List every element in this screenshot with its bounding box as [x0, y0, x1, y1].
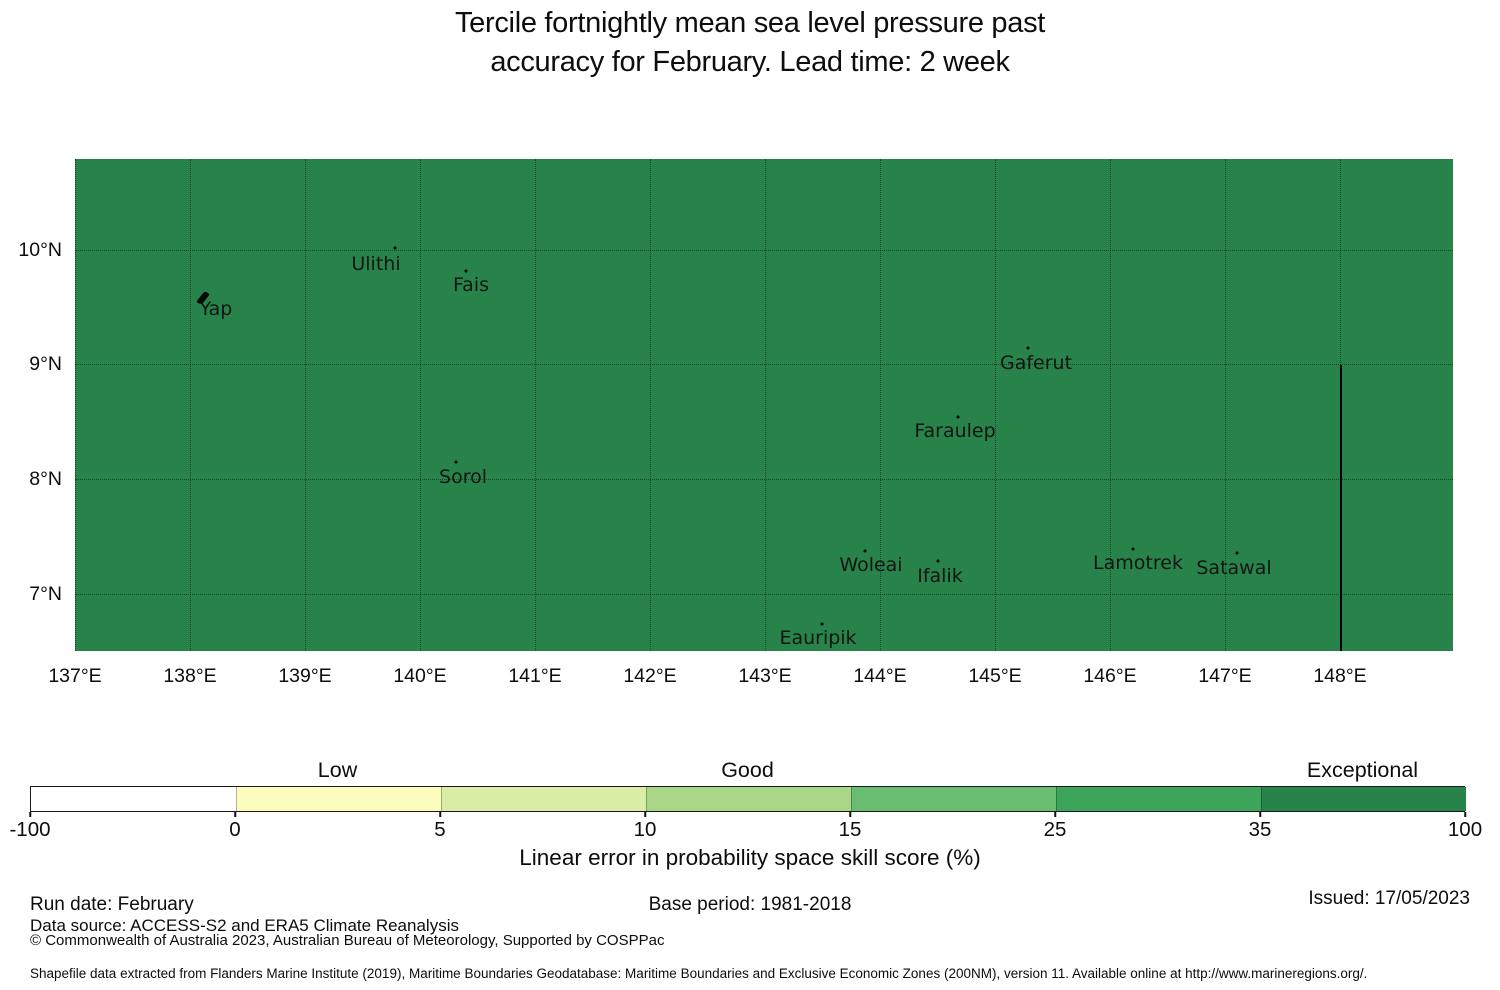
x-axis-tick-label: 141°E — [508, 665, 562, 687]
grid-line-vertical — [1110, 159, 1111, 651]
colorbar-tick-label: 5 — [434, 818, 446, 841]
island-dot-marker — [1131, 547, 1135, 551]
y-axis-tick-label: 9°N — [29, 353, 62, 375]
colorbar-tick — [644, 812, 646, 817]
x-axis-tick-label: 139°E — [278, 665, 332, 687]
colorbar-segment — [31, 787, 236, 811]
grid-line-vertical — [535, 159, 536, 651]
y-axis-tick-label: 7°N — [29, 583, 62, 605]
island-dot-marker — [863, 549, 867, 553]
grid-line-vertical — [420, 159, 421, 651]
map-area: Yap Ulithi Fais Sorol Gaferut Faraulep Woleai I… — [75, 159, 1453, 651]
colorbar-tick-label: 0 — [229, 818, 241, 841]
y-axis-tick-label: 8°N — [29, 468, 62, 490]
island-label: Ulithi — [351, 253, 401, 275]
island-label: Faraulep — [914, 420, 996, 442]
grid-line-vertical — [1225, 159, 1226, 651]
colorbar-tick — [234, 812, 236, 817]
grid-line-vertical — [650, 159, 651, 651]
colorbar-tick — [439, 812, 441, 817]
x-axis-tick-label: 140°E — [393, 665, 447, 687]
island-label: Woleai — [839, 554, 903, 576]
island-dot-marker — [820, 622, 824, 626]
grid-line-vertical — [995, 159, 996, 651]
issued-date-text: Issued: 17/05/2023 — [1308, 888, 1470, 909]
island-dot-marker — [1235, 551, 1239, 555]
colorbar-segment — [646, 787, 851, 811]
x-axis-tick-label: 137°E — [48, 665, 102, 687]
x-axis-tick-label: 148°E — [1313, 665, 1367, 687]
island-label: Ifalik — [917, 565, 963, 587]
colorbar-tick — [1259, 812, 1261, 817]
colorbar-tick — [849, 812, 851, 817]
island-label: Gaferut — [999, 352, 1073, 374]
eez-boundary-line — [1340, 365, 1342, 651]
colorbar-tick-label: -100 — [9, 818, 51, 841]
island-label: Eauripik — [779, 627, 857, 649]
island-label: Satawal — [1196, 557, 1272, 579]
copyright-text: © Commonwealth of Australia 2023, Austra… — [30, 932, 665, 949]
island-dot-marker — [1026, 346, 1030, 350]
colorbar-segment — [236, 787, 441, 811]
colorbar-tick-label: 25 — [1043, 818, 1067, 841]
chart-title: Tercile fortnightly mean sea level press… — [454, 7, 1046, 78]
island-label: Fais — [452, 274, 490, 296]
island-dot-marker — [454, 460, 458, 464]
x-axis-tick-label: 146°E — [1083, 665, 1137, 687]
colorbar-tick-label: 10 — [633, 818, 657, 841]
grid-line-vertical — [190, 159, 191, 651]
colorbar-segment — [1261, 787, 1466, 811]
colorbar-tick — [1464, 812, 1466, 817]
x-axis-tick-label: 145°E — [968, 665, 1022, 687]
colorbar-tick-label: 35 — [1248, 818, 1272, 841]
data-source-text: Data source: ACCESS-S2 and ERA5 Climate … — [30, 916, 459, 935]
colorbar-tick-label: 100 — [1447, 818, 1483, 841]
base-period-text: Base period: 1981-2018 — [648, 894, 852, 915]
grid-line-vertical — [305, 159, 306, 651]
y-axis-tick-label: 10°N — [18, 239, 62, 261]
colorbar-category-label: Low — [317, 758, 358, 782]
colorbar-segment — [851, 787, 1056, 811]
island-label: Lamotrek — [1093, 552, 1183, 574]
grid-line-horizontal — [75, 594, 1453, 595]
colorbar-category-label: Good — [721, 758, 774, 782]
colorbar-tick — [29, 812, 31, 817]
x-axis-tick-label: 138°E — [163, 665, 217, 687]
grid-line-horizontal — [75, 364, 1453, 365]
island-dot-marker — [956, 415, 960, 419]
island-label: Sorol — [439, 466, 487, 488]
x-axis-tick-label: 143°E — [738, 665, 792, 687]
x-axis-tick-label: 142°E — [623, 665, 677, 687]
x-axis-tick-label: 147°E — [1198, 665, 1252, 687]
colorbar-caption: Linear error in probability space skill … — [519, 845, 981, 870]
colorbar — [30, 786, 1466, 812]
grid-line-horizontal — [75, 479, 1453, 480]
colorbar-segment — [441, 787, 646, 811]
grid-line-vertical — [880, 159, 881, 651]
colorbar-segment — [1056, 787, 1261, 811]
island-dot-marker — [393, 246, 397, 250]
run-date-text: Run date: February — [30, 894, 194, 915]
shapefile-attribution-text: Shapefile data extracted from Flanders M… — [30, 966, 1368, 981]
island-dot-marker — [936, 559, 940, 563]
colorbar-tick — [1054, 812, 1056, 817]
colorbar-tick-label: 15 — [838, 818, 862, 841]
island-dot-marker — [464, 269, 468, 273]
x-axis-tick-label: 144°E — [853, 665, 907, 687]
island-label: Yap — [199, 298, 233, 320]
grid-line-vertical — [765, 159, 766, 651]
grid-line-horizontal — [75, 250, 1453, 251]
colorbar-category-label: Exceptional — [1306, 758, 1419, 782]
grid-line-vertical — [75, 159, 76, 651]
